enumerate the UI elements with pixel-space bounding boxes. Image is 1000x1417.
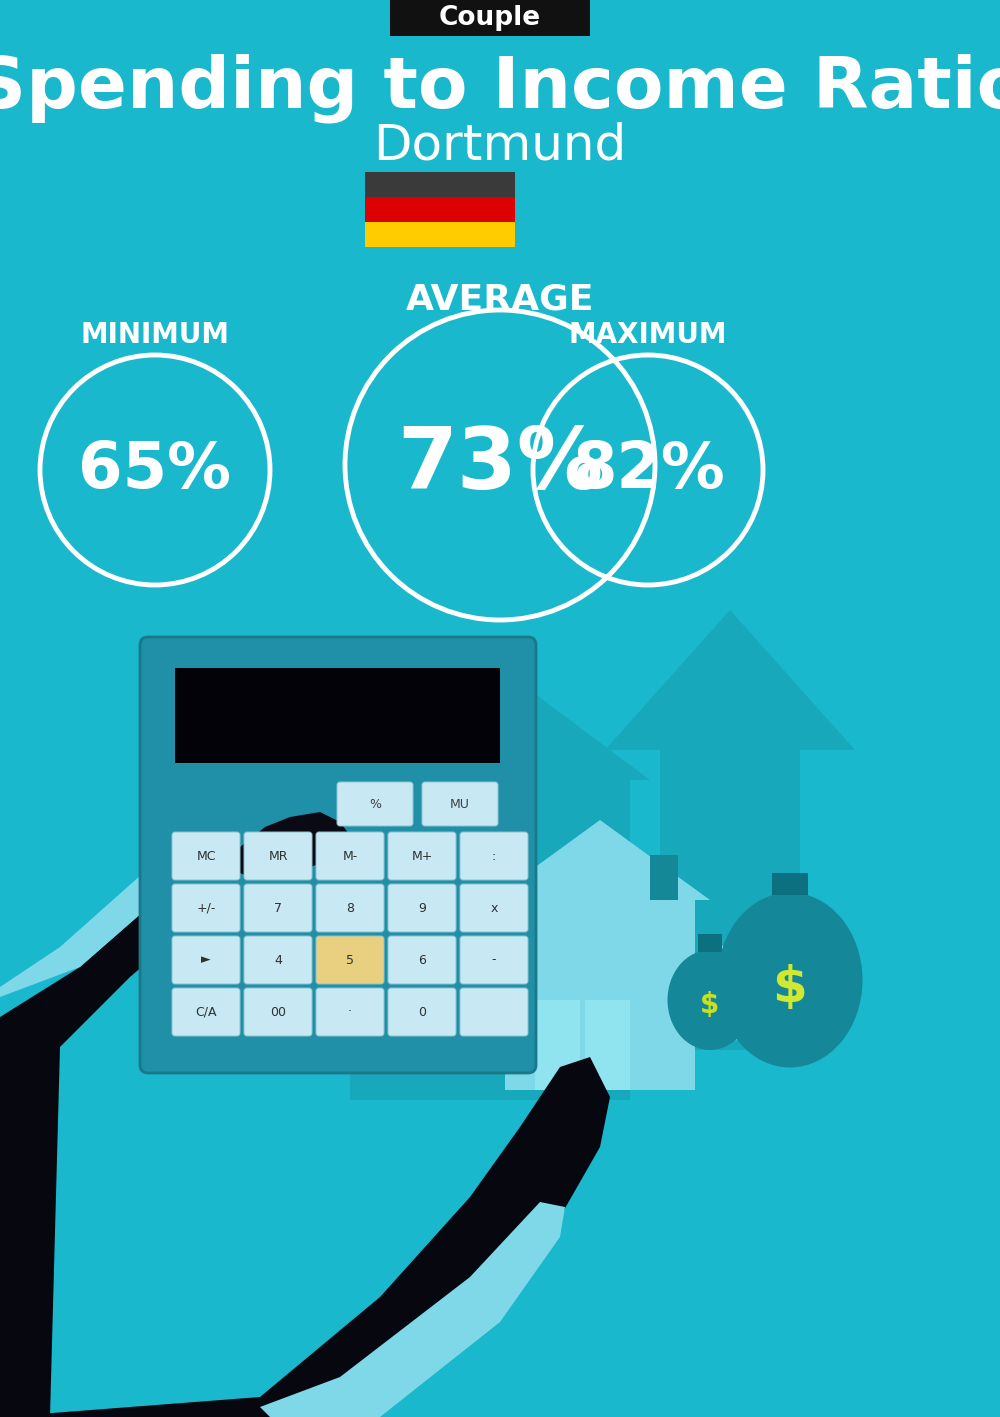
Bar — [535, 1000, 580, 1090]
Text: 6: 6 — [418, 954, 426, 966]
Polygon shape — [605, 609, 855, 1050]
FancyBboxPatch shape — [172, 884, 240, 932]
Text: 5: 5 — [346, 954, 354, 966]
Bar — [585, 1000, 630, 1090]
Text: +/-: +/- — [196, 901, 216, 914]
FancyBboxPatch shape — [388, 832, 456, 880]
Text: MAXIMUM: MAXIMUM — [569, 322, 727, 349]
FancyBboxPatch shape — [172, 988, 240, 1036]
FancyBboxPatch shape — [316, 937, 384, 983]
FancyBboxPatch shape — [172, 937, 240, 983]
FancyBboxPatch shape — [316, 884, 384, 932]
Bar — [650, 854, 678, 900]
Bar — [705, 1029, 805, 1040]
Polygon shape — [225, 812, 355, 877]
Text: -: - — [492, 954, 496, 966]
Ellipse shape — [718, 893, 862, 1067]
Text: :: : — [492, 850, 496, 863]
Polygon shape — [490, 820, 710, 900]
Bar — [705, 973, 805, 983]
Bar — [705, 959, 805, 971]
Text: 8: 8 — [346, 901, 354, 914]
Text: %: % — [369, 798, 381, 811]
Text: Dortmund: Dortmund — [373, 120, 627, 169]
Bar — [175, 667, 500, 762]
FancyBboxPatch shape — [337, 782, 413, 826]
Text: 4: 4 — [274, 954, 282, 966]
Bar — [365, 197, 515, 222]
Text: 0: 0 — [418, 1006, 426, 1019]
FancyBboxPatch shape — [244, 988, 312, 1036]
Text: AVERAGE: AVERAGE — [406, 283, 594, 317]
Text: Spending to Income Ratio: Spending to Income Ratio — [0, 54, 1000, 123]
Text: $: $ — [700, 990, 720, 1019]
Text: M-: M- — [342, 850, 358, 863]
FancyBboxPatch shape — [244, 937, 312, 983]
Text: 82%: 82% — [572, 439, 724, 502]
Bar — [390, 0, 590, 35]
FancyBboxPatch shape — [388, 884, 456, 932]
Polygon shape — [0, 796, 310, 1417]
Polygon shape — [0, 1057, 610, 1417]
Bar — [365, 171, 515, 197]
Polygon shape — [0, 867, 170, 1067]
Polygon shape — [330, 660, 650, 779]
FancyBboxPatch shape — [460, 988, 528, 1036]
Text: MU: MU — [450, 798, 470, 811]
Text: 73%: 73% — [397, 424, 603, 506]
Bar — [698, 934, 722, 952]
FancyBboxPatch shape — [316, 832, 384, 880]
FancyBboxPatch shape — [316, 988, 384, 1036]
FancyBboxPatch shape — [140, 638, 536, 1073]
Text: 65%: 65% — [78, 439, 232, 502]
Bar — [350, 779, 630, 1100]
Text: M+: M+ — [411, 850, 433, 863]
Text: 00: 00 — [270, 1006, 286, 1019]
Bar — [705, 988, 805, 998]
Bar — [505, 900, 695, 1090]
Bar — [705, 1015, 805, 1026]
Ellipse shape — [668, 949, 753, 1050]
Text: C/A: C/A — [195, 1006, 217, 1019]
Text: MC: MC — [196, 850, 216, 863]
Text: MR: MR — [268, 850, 288, 863]
Text: ·: · — [348, 1006, 352, 1019]
Text: MINIMUM: MINIMUM — [80, 322, 230, 349]
Text: $: $ — [773, 964, 807, 1012]
FancyBboxPatch shape — [172, 832, 240, 880]
Text: 9: 9 — [418, 901, 426, 914]
Text: x: x — [490, 901, 498, 914]
FancyBboxPatch shape — [460, 884, 528, 932]
FancyBboxPatch shape — [460, 832, 528, 880]
FancyBboxPatch shape — [460, 937, 528, 983]
Polygon shape — [340, 700, 520, 1080]
Text: 7: 7 — [274, 901, 282, 914]
FancyBboxPatch shape — [244, 832, 312, 880]
FancyBboxPatch shape — [244, 884, 312, 932]
Text: Couple: Couple — [439, 6, 541, 31]
Bar — [772, 873, 808, 896]
Bar — [705, 945, 805, 956]
Bar — [705, 1000, 805, 1012]
FancyBboxPatch shape — [388, 937, 456, 983]
FancyBboxPatch shape — [422, 782, 498, 826]
Bar — [365, 222, 515, 247]
Polygon shape — [260, 1202, 565, 1417]
Text: ►: ► — [201, 954, 211, 966]
FancyBboxPatch shape — [388, 988, 456, 1036]
